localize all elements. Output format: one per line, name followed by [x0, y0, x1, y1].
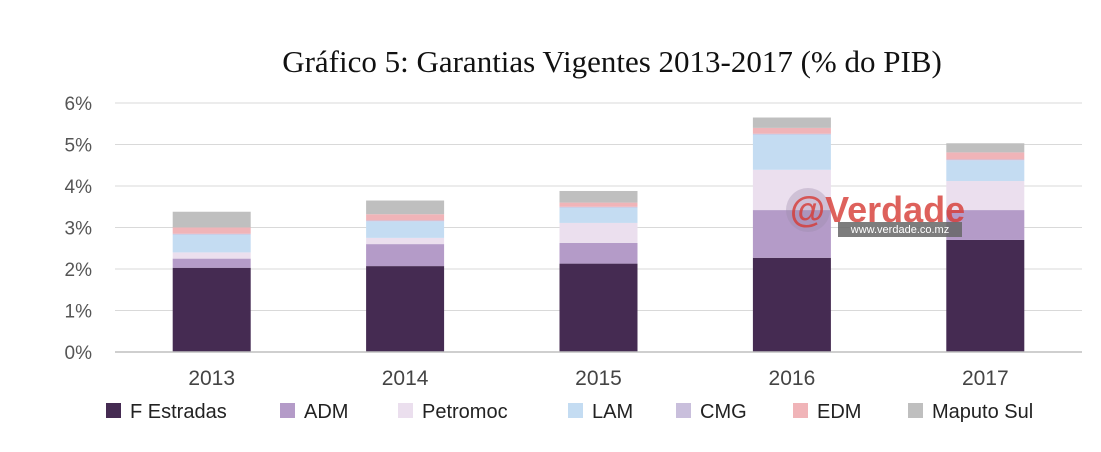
bar-lam-2017 — [946, 160, 1025, 182]
bar-f-estradas-2015 — [559, 263, 638, 352]
bar-lam-2013 — [172, 234, 251, 253]
legend-label: Petromoc — [422, 401, 508, 423]
bar-maputo-sul-2013 — [172, 211, 251, 228]
bar-f-estradas-2013 — [172, 267, 251, 352]
x-tick-label: 2016 — [769, 367, 816, 390]
legend-swatch — [793, 403, 808, 418]
legend-swatch — [398, 403, 413, 418]
y-axis-ticks: 0% 1% 2% 3% 4% 5% 6% — [65, 94, 93, 364]
bar-cmg-2017 — [946, 159, 1025, 161]
bar-cmg-2014 — [366, 220, 445, 222]
bar-maputo-sul-2017 — [946, 143, 1025, 153]
watermark-url-band — [838, 222, 962, 237]
y-tick-label: 0% — [65, 343, 93, 364]
legend-swatch — [280, 403, 295, 418]
bar-petromoc-2014 — [366, 237, 445, 245]
bar-maputo-sul-2015 — [559, 190, 638, 203]
legend-label: F Estradas — [130, 401, 227, 423]
legend-label: LAM — [592, 401, 633, 423]
bars — [172, 117, 1025, 352]
legend-label: EDM — [817, 401, 861, 423]
y-tick-label: 1% — [65, 302, 93, 323]
bar-edm-2016 — [752, 127, 831, 134]
bar-f-estradas-2014 — [366, 266, 445, 352]
bar-maputo-sul-2014 — [366, 200, 445, 215]
chart-title: Gráfico 5: Garantias Vigentes 2013-2017 … — [282, 44, 942, 79]
x-tick-label: 2017 — [962, 367, 1009, 390]
bar-cmg-2015 — [559, 206, 638, 208]
bar-f-estradas-2016 — [752, 257, 831, 352]
bar-edm-2014 — [366, 214, 445, 221]
bar-f-estradas-2017 — [946, 239, 1025, 352]
legend-swatch — [568, 403, 583, 418]
y-tick-label: 3% — [65, 219, 93, 240]
y-tick-label: 4% — [65, 177, 93, 198]
bar-petromoc-2016 — [752, 169, 831, 211]
watermark-emblem-icon — [786, 188, 830, 232]
x-tick-label: 2015 — [575, 367, 622, 390]
legend-swatch — [676, 403, 691, 418]
bar-adm-2014 — [366, 244, 445, 267]
bar-lam-2015 — [559, 207, 638, 223]
bar-adm-2013 — [172, 258, 251, 268]
legend-swatch — [106, 403, 121, 418]
bar-edm-2015 — [559, 202, 638, 207]
legend: F Estradas ADM Petromoc LAM CMG EDM Maputo Sul — [106, 401, 1033, 423]
y-tick-label: 6% — [65, 94, 93, 115]
bar-petromoc-2015 — [559, 222, 638, 243]
legend-label: CMG — [700, 401, 747, 423]
x-axis-ticks: 2013 2014 2015 2016 2017 — [188, 367, 1008, 390]
y-tick-label: 2% — [65, 260, 93, 281]
bar-adm-2015 — [559, 242, 638, 264]
x-tick-label: 2014 — [382, 367, 429, 390]
bar-petromoc-2013 — [172, 252, 251, 259]
bar-adm-2016 — [752, 210, 831, 258]
watermark-url: www.verdade.co.mz — [850, 224, 949, 236]
bar-edm-2013 — [172, 227, 251, 234]
bar-cmg-2013 — [172, 233, 251, 235]
x-tick-label: 2013 — [188, 367, 235, 390]
bar-maputo-sul-2016 — [752, 117, 831, 128]
watermark: @Verdade www.verdade.co.mz — [786, 188, 965, 237]
legend-label: Maputo Sul — [932, 401, 1033, 423]
bar-petromoc-2017 — [946, 181, 1025, 211]
bar-lam-2014 — [366, 221, 445, 238]
bar-edm-2017 — [946, 152, 1025, 160]
bar-cmg-2016 — [752, 133, 831, 135]
legend-label: ADM — [304, 401, 348, 423]
bar-lam-2016 — [752, 134, 831, 170]
legend-swatch — [908, 403, 923, 418]
y-tick-label: 5% — [65, 136, 93, 157]
